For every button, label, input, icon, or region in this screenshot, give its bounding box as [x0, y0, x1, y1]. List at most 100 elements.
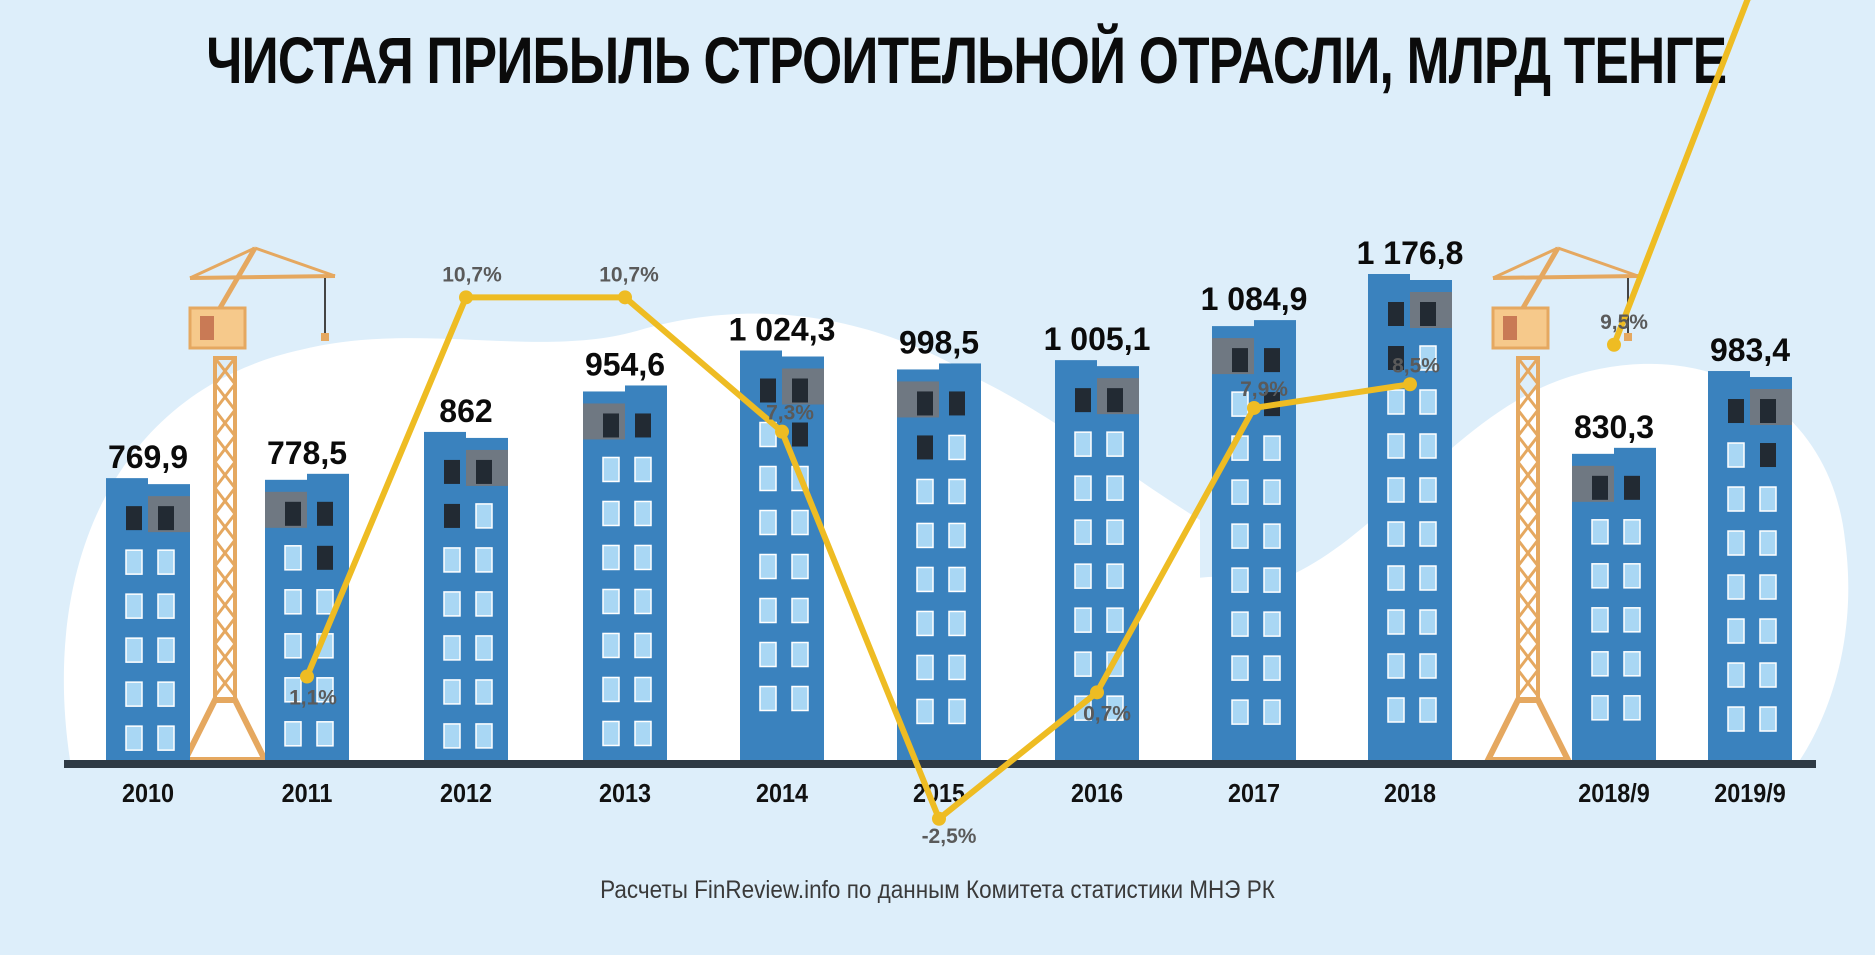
percent-label: 1,1%	[289, 687, 337, 710]
building-window	[792, 379, 808, 403]
building-window	[1624, 564, 1640, 588]
building-window	[949, 479, 965, 503]
building-window	[444, 548, 460, 572]
building-window	[1728, 399, 1744, 423]
building-window	[917, 479, 933, 503]
building-window	[1624, 696, 1640, 720]
building-window	[949, 567, 965, 591]
building-tower	[424, 432, 466, 452]
x-tick-label: 2019/9	[1714, 780, 1786, 808]
data-label: 1 024,3	[729, 312, 836, 348]
data-point	[1090, 685, 1104, 699]
data-point	[618, 290, 632, 304]
building-tower	[1708, 371, 1750, 391]
building-window	[603, 721, 619, 745]
building-window	[285, 546, 301, 570]
data-label: 778,5	[267, 435, 347, 471]
building-window	[1232, 568, 1248, 592]
x-tick-label: 2012	[440, 780, 492, 808]
bar: 1 024,32014	[729, 312, 836, 809]
percent-label: 7,3%	[766, 402, 814, 425]
data-point	[459, 290, 473, 304]
data-label: 1 084,9	[1201, 281, 1308, 317]
building-icon	[583, 391, 667, 760]
building-window	[1232, 656, 1248, 680]
building-window	[1232, 480, 1248, 504]
data-point	[300, 670, 314, 684]
building-window	[635, 633, 651, 657]
building-window	[317, 502, 333, 526]
series-line	[1614, 0, 1750, 345]
data-point	[775, 425, 789, 439]
building-window	[917, 611, 933, 635]
building-window	[792, 423, 808, 447]
building-window	[285, 722, 301, 746]
building-window	[1075, 652, 1091, 676]
building-window	[1728, 663, 1744, 687]
building-window	[1388, 698, 1404, 722]
building-window	[1760, 619, 1776, 643]
building-window	[917, 391, 933, 415]
building-window	[603, 501, 619, 525]
building-window	[158, 550, 174, 574]
building-window	[1232, 700, 1248, 724]
building-window	[1760, 531, 1776, 555]
building-window	[1592, 476, 1608, 500]
building-window	[126, 726, 142, 750]
percent-label: 8,5%	[1392, 354, 1440, 377]
percent-label: 9,5%	[1600, 311, 1648, 334]
building-window	[760, 599, 776, 623]
building-window	[1624, 520, 1640, 544]
crane-jib	[1493, 276, 1638, 278]
building-window	[792, 599, 808, 623]
building-icon	[424, 438, 508, 760]
data-label: 1 005,1	[1044, 321, 1151, 357]
building-window	[1760, 443, 1776, 467]
building-window	[949, 435, 965, 459]
building-window	[317, 590, 333, 614]
source-note: Расчеты FinReview.info по данным Комитет…	[94, 876, 1782, 905]
building-window	[1388, 434, 1404, 458]
building-window	[158, 506, 174, 530]
crane-hook	[321, 333, 329, 341]
building-window	[1420, 566, 1436, 590]
building-window	[635, 501, 651, 525]
building-tower	[106, 478, 148, 498]
bar: 954,6 2013	[583, 346, 667, 808]
building-window	[285, 590, 301, 614]
data-point	[1247, 401, 1261, 415]
percent-label: 7,9%	[1240, 378, 1288, 401]
building-window	[1592, 520, 1608, 544]
building-icon	[1368, 280, 1452, 760]
crane-jib	[190, 276, 335, 278]
building-window	[760, 511, 776, 535]
building-window	[603, 589, 619, 613]
building-window	[1388, 566, 1404, 590]
building-window	[949, 655, 965, 679]
building-window	[1592, 564, 1608, 588]
building-window	[1624, 476, 1640, 500]
building-window	[1264, 348, 1280, 372]
building-window	[158, 594, 174, 618]
building-window	[603, 633, 619, 657]
building-tower	[1254, 320, 1296, 340]
crane-jib-tie	[1558, 248, 1638, 276]
building-window	[444, 504, 460, 528]
bar: 1 084,92017	[1201, 281, 1308, 808]
data-label: 954,6	[585, 346, 665, 382]
building-window	[126, 638, 142, 662]
building-window	[1075, 520, 1091, 544]
building-window	[1728, 443, 1744, 467]
building-window	[1624, 608, 1640, 632]
building-icon	[1708, 377, 1792, 760]
bar: 769,92010	[106, 439, 190, 808]
building-window	[126, 594, 142, 618]
building-window	[476, 636, 492, 660]
building-icon	[897, 369, 981, 760]
bar: 998,52015	[897, 324, 981, 808]
building-window	[635, 721, 651, 745]
building-window	[1264, 568, 1280, 592]
building-window	[1075, 564, 1091, 588]
building-window	[1728, 487, 1744, 511]
